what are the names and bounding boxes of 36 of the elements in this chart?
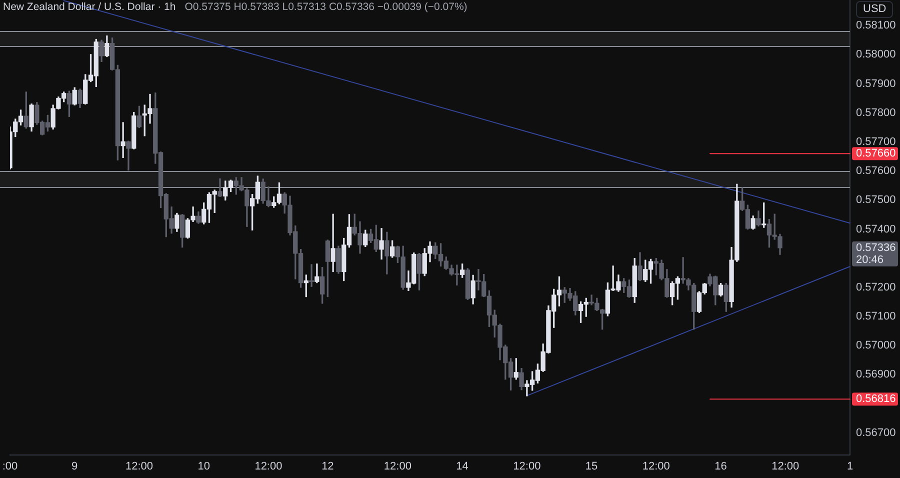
x-tick-label: 12:00 [772,460,800,473]
x-tick-label: 12:00 [384,460,412,473]
y-axis-title: USD [856,1,894,18]
candlestick [330,214,336,272]
y-tick-label: 0.57400 [856,223,896,236]
x-tick-label: 16 [714,460,727,473]
text: 0.57336 20:46 [856,242,896,266]
y-tick-label: 0.56900 [856,368,896,381]
y-tick-label: 0.58000 [856,48,896,61]
series-label: 0.56816 [856,393,896,406]
y-tick-label: 0.57900 [856,78,896,90]
x-tick-label: 1 [846,460,854,473]
x-tick-label: 14 [456,460,468,473]
y-tick-label: 0.57600 [856,165,896,178]
series-label: 0.57660 [856,148,896,160]
x-tick-label: 12:00 [642,460,670,473]
x-tick-label: 12:00 [513,460,541,473]
y-tick-label: 0.57100 [856,310,896,323]
y-tick-label: 0.58100 [856,20,896,32]
y-tick-label: 0.57000 [856,340,896,352]
candlestick [309,264,314,287]
y-tick-label: 0.57700 [856,136,896,148]
x-tick-label: 10 [198,460,210,473]
x-tick-label: 12 [322,460,334,473]
y-tick-label: 0.57200 [856,281,896,294]
x-tick-label: 15 [585,460,598,473]
candlestick [126,140,131,171]
x-tick-label: 9 [72,460,78,473]
y-tick-label: 0.57800 [856,106,896,119]
x-tick-label: :00 [2,460,18,473]
y-tick-label: 0.57500 [856,194,896,206]
chart-subtitle: O0.57375 H0.57383 L0.57313 C0.57336 −0.00039 (−0.07%) [184,1,468,13]
y-tick-label: 0.56700 [856,426,896,439]
x-tick-label: 12:00 [254,460,282,473]
x-tick-label: 12:00 [125,460,153,473]
candlestick [120,122,126,158]
